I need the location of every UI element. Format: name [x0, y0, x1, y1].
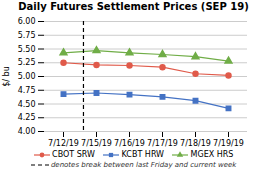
svg-text:5.75: 5.75	[18, 31, 36, 40]
html-text:MGEX HRS: MGEX HRS	[188, 150, 234, 159]
svg-text:$/ bu: $/ bu	[2, 66, 11, 86]
svg-text:5.25: 5.25	[18, 58, 36, 67]
html-text:CBOT SRW: CBOT SRW	[49, 150, 95, 159]
html-text:denotes break between last Fri: denotes break between last Friday and cu…	[48, 161, 237, 169]
html-text:KCBT HRW: KCBT HRW	[119, 150, 164, 159]
svg-text:4.25: 4.25	[18, 113, 36, 122]
svg-text:7/19/19: 7/19/19	[213, 139, 244, 148]
html-text:Daily Futures Settlement Price: Daily Futures Settlement Prices (SEP 19)	[18, 1, 249, 12]
svg-text:7/18/19: 7/18/19	[180, 139, 211, 148]
svg-text:4.00: 4.00	[18, 127, 36, 136]
svg-text:5.00: 5.00	[18, 72, 36, 81]
svg-text:6.00: 6.00	[18, 17, 36, 26]
svg-text:7/16/19: 7/16/19	[114, 139, 145, 148]
svg-text:4.75: 4.75	[18, 86, 36, 95]
svg-text:7/17/19: 7/17/19	[147, 139, 178, 148]
svg-text:7/12/19: 7/12/19	[48, 139, 79, 148]
svg-text:7/15/19: 7/15/19	[81, 139, 112, 148]
svg-text:4.50: 4.50	[18, 100, 36, 109]
svg-text:5.50: 5.50	[18, 45, 36, 54]
